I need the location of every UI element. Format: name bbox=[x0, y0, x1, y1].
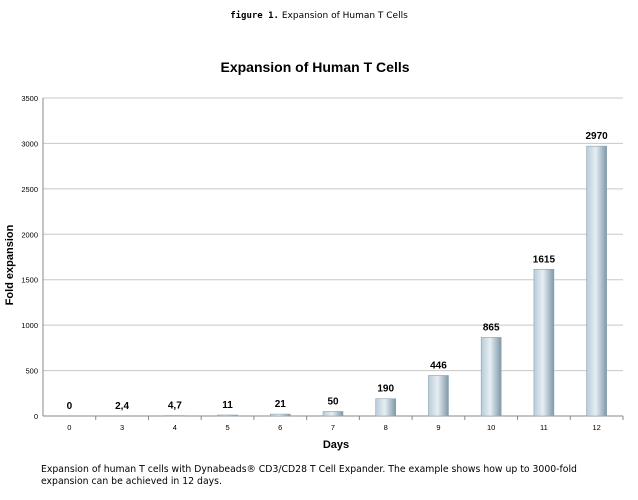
bar bbox=[322, 411, 344, 417]
bar bbox=[217, 414, 238, 417]
data-labels: 0 2,4 4,7 11 21 50 190 446 865 1615 2970 bbox=[67, 131, 609, 412]
y-axis-title: Fold expansion bbox=[4, 224, 16, 305]
y-tick-label: 1500 bbox=[21, 276, 38, 285]
bar-value-label: 190 bbox=[377, 384, 394, 395]
bar-value-label: 865 bbox=[483, 322, 500, 333]
bar bbox=[428, 375, 449, 417]
y-tick-label: 2000 bbox=[21, 230, 38, 239]
x-tick-label: 6 bbox=[278, 423, 282, 432]
bar-value-label: 11 bbox=[222, 400, 233, 411]
x-tick-label: 5 bbox=[225, 423, 229, 432]
figure-label: figure 1. bbox=[230, 11, 279, 21]
y-tick-label: 2500 bbox=[21, 185, 38, 194]
bar bbox=[375, 398, 397, 417]
bars bbox=[164, 145, 607, 417]
bar-value-label: 50 bbox=[327, 396, 339, 407]
bar-value-label: 4,7 bbox=[168, 401, 182, 412]
bar bbox=[533, 268, 555, 417]
bar-value-label: 2970 bbox=[586, 131, 609, 142]
x-tick-label: 10 bbox=[487, 423, 495, 432]
x-tick-label: 4 bbox=[173, 423, 177, 432]
bar bbox=[586, 145, 607, 417]
x-tick-label: 0 bbox=[67, 423, 71, 432]
gridlines bbox=[43, 97, 623, 372]
bar-value-label: 446 bbox=[430, 360, 447, 371]
bar-chart: Expansion of Human T Cells 0500100015002… bbox=[4, 59, 624, 451]
bar-value-label: 21 bbox=[275, 399, 287, 410]
y-tick-label: 3500 bbox=[21, 94, 38, 103]
bar-value-label: 0 bbox=[67, 401, 73, 412]
y-tick-label: 3000 bbox=[21, 139, 38, 148]
x-tick-label: 9 bbox=[436, 423, 440, 432]
bar bbox=[480, 337, 502, 417]
figure-header: figure 1. Expansion of Human T Cells bbox=[0, 11, 638, 21]
bar-value-label: 1615 bbox=[533, 254, 556, 265]
chart-title: Expansion of Human T Cells bbox=[220, 59, 409, 75]
x-tick-label: 12 bbox=[592, 423, 600, 432]
x-tick-label: 7 bbox=[331, 423, 335, 432]
bar-value-label: 2,4 bbox=[115, 401, 129, 412]
figure-description: Expansion of human T cells with Dynabead… bbox=[41, 464, 577, 487]
bar bbox=[269, 413, 291, 417]
y-tick-label: 500 bbox=[25, 367, 38, 376]
y-tick-label: 0 bbox=[34, 412, 38, 421]
figure-title: Expansion of Human T Cells bbox=[281, 11, 408, 21]
x-tick-label: 11 bbox=[540, 423, 548, 432]
x-tick-label: 3 bbox=[120, 423, 124, 432]
x-tick-label: 8 bbox=[384, 423, 388, 432]
y-tick-label: 1000 bbox=[21, 321, 38, 330]
x-axis-title: Days bbox=[323, 439, 349, 451]
